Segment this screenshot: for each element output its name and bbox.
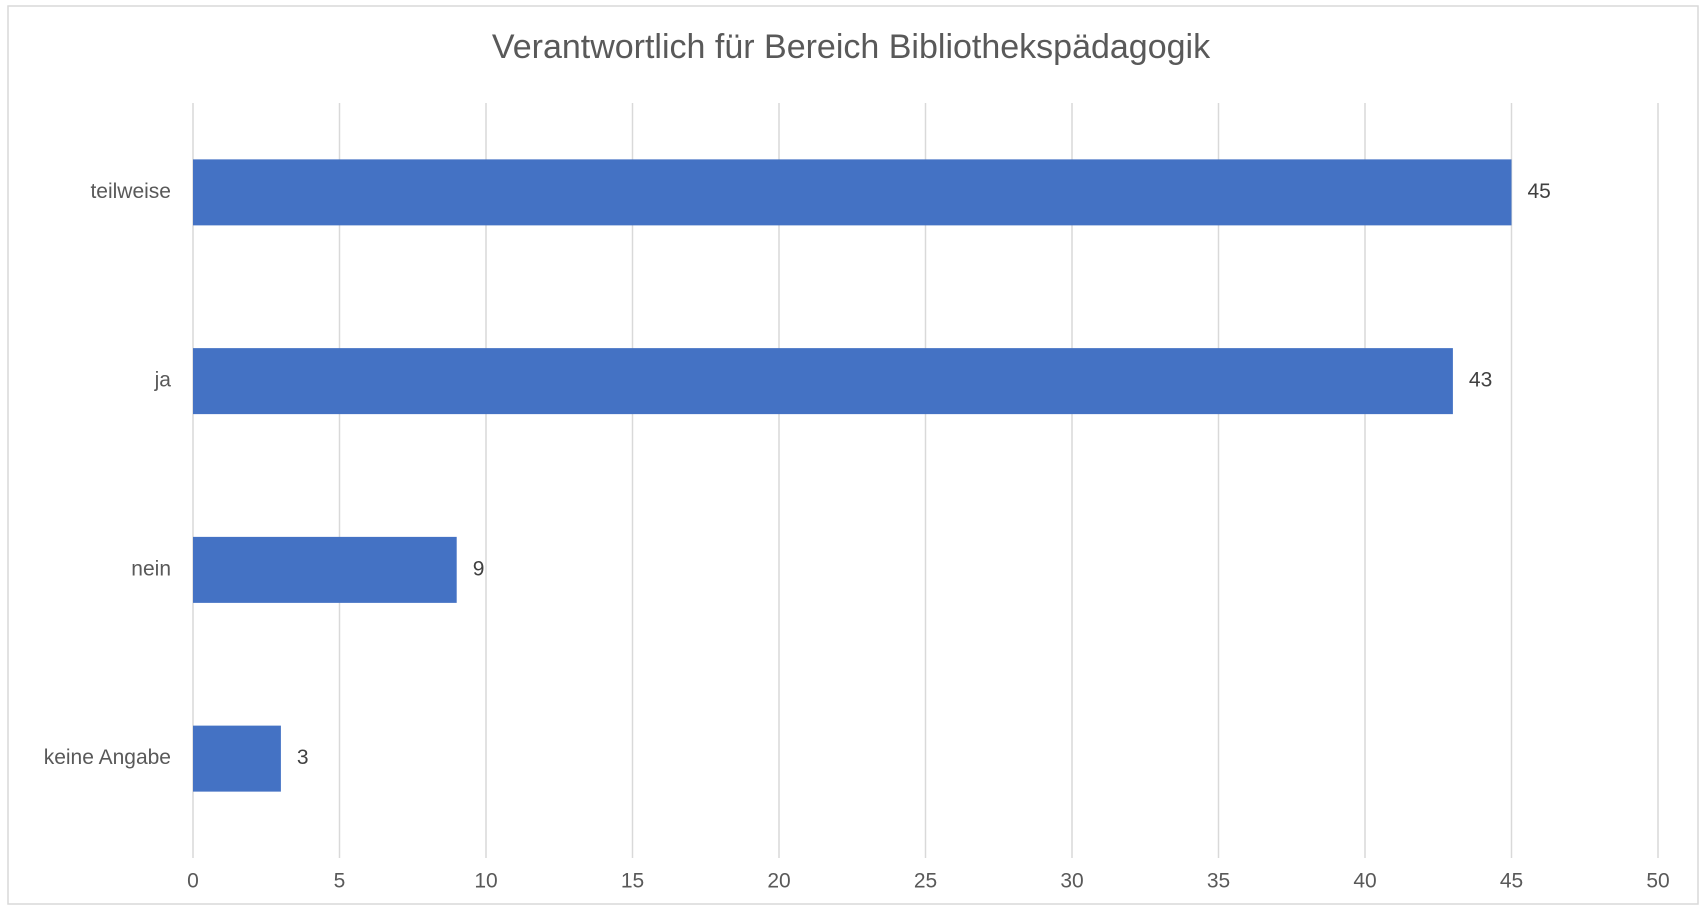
x-tick-label: 10	[474, 870, 497, 893]
x-tick-label: 30	[1060, 870, 1083, 893]
bar	[193, 159, 1512, 226]
x-tick-label: 0	[187, 870, 199, 893]
chart-title: Verantwortlich für Bereich Bibliothekspä…	[492, 28, 1211, 66]
value-label: 43	[1469, 369, 1492, 392]
value-label: 45	[1528, 180, 1551, 203]
y-tick-label: teilweise	[90, 180, 171, 203]
x-tick-label: 20	[767, 870, 790, 893]
value-label: 3	[297, 746, 309, 769]
bar	[193, 536, 457, 603]
y-tick-label: ja	[154, 369, 172, 392]
value-label: 9	[473, 557, 485, 580]
y-tick-label: keine Angabe	[44, 746, 171, 769]
y-tick-label: nein	[131, 557, 171, 580]
x-tick-label: 50	[1646, 870, 1669, 893]
x-tick-label: 35	[1207, 870, 1230, 893]
x-tick-label: 40	[1353, 870, 1376, 893]
x-tick-label: 15	[621, 870, 644, 893]
x-tick-label: 25	[914, 870, 937, 893]
x-tick-label: 5	[334, 870, 346, 893]
bar	[193, 348, 1453, 415]
bar	[193, 725, 281, 792]
x-tick-label: 45	[1500, 870, 1523, 893]
chart-border	[7, 5, 1699, 905]
